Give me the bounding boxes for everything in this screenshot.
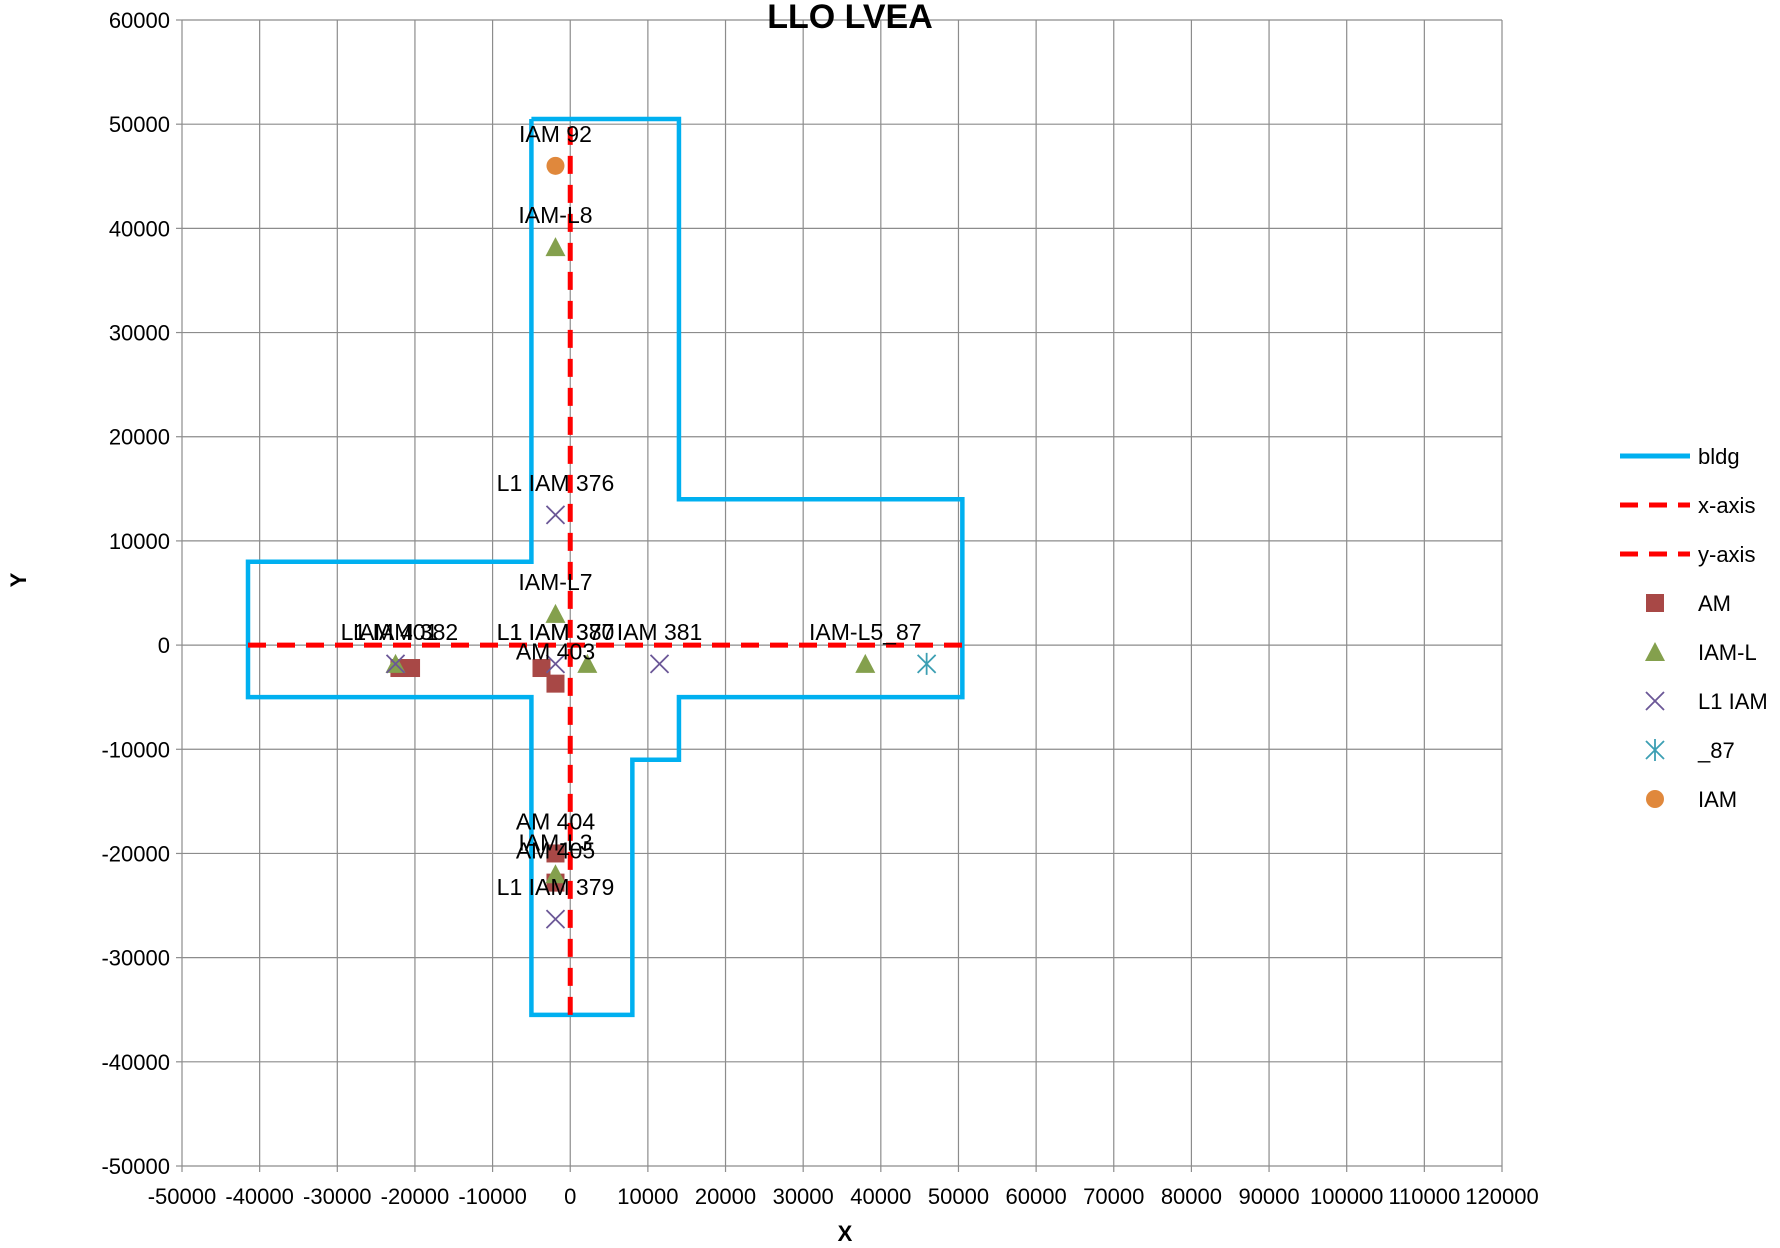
plot-series (245, 116, 965, 1018)
x-tick-label: -30000 (303, 1184, 372, 1209)
data-point-l1-iam (545, 909, 566, 929)
x-tick-label: 120000 (1465, 1184, 1538, 1209)
y-tick-label: 20000 (109, 425, 170, 450)
y-tick-label: 40000 (109, 216, 170, 241)
data-point-iam-l (855, 653, 876, 673)
data-point-l1-iam (545, 654, 566, 674)
legend-item: AM (1646, 591, 1731, 616)
legend-label: y-axis (1698, 542, 1755, 567)
legend-label: _87 (1697, 738, 1735, 763)
data-label: IAM-L8 (518, 202, 592, 228)
x-tick-label: 0 (564, 1184, 576, 1209)
y-tick-label: 0 (158, 633, 170, 658)
data-point-l1-iam (649, 654, 670, 674)
data-label: IAM-L7 (518, 569, 592, 595)
data-label: L1 IAM 376 (497, 470, 615, 496)
y-tick-label: -50000 (101, 1154, 170, 1179)
x-tick-label: 40000 (850, 1184, 911, 1209)
series-line-bldg (245, 116, 965, 1018)
x-tick-label: -10000 (458, 1184, 527, 1209)
legend-label: IAM (1698, 787, 1737, 812)
data-label: L1 IAM 377 (497, 619, 615, 645)
legend-marker-swatch (1646, 594, 1664, 612)
y-tick-label: 50000 (109, 112, 170, 137)
x-tick-label: 50000 (928, 1184, 989, 1209)
data-point-iam-l (545, 603, 566, 623)
y-tick-label: -20000 (101, 841, 170, 866)
legend-marker-swatch (1646, 790, 1664, 808)
data-label: L1 IAM 379 (497, 874, 615, 900)
legend-marker-swatch (1645, 642, 1665, 661)
data-label: L1 IAM 382 (341, 619, 459, 645)
y-tick-label: 30000 (109, 321, 170, 346)
legend-label: bldg (1698, 444, 1740, 469)
x-tick-label: 80000 (1161, 1184, 1222, 1209)
data-point-iam-l (545, 237, 566, 257)
x-tick-label: 20000 (695, 1184, 756, 1209)
legend-item: y-axis (1620, 542, 1755, 567)
data-label: IAM 381 (617, 619, 703, 645)
legend-item: bldg (1620, 444, 1740, 469)
x-tick-label: 70000 (1083, 1184, 1144, 1209)
legend-item: _87 (1645, 738, 1735, 763)
y-tick-label: -10000 (101, 737, 170, 762)
legend-item: IAM-L (1645, 640, 1757, 665)
x-tick-label: -20000 (381, 1184, 450, 1209)
legend-label: IAM-L (1698, 640, 1757, 665)
chart-title: LLO LVEA (767, 0, 933, 36)
y-tick-label: -40000 (101, 1050, 170, 1075)
legend-marker-swatch (1645, 691, 1665, 711)
data-point-l1-iam (385, 654, 406, 674)
x-tick-label: 10000 (617, 1184, 678, 1209)
x-tick-label: 100000 (1310, 1184, 1383, 1209)
data-label: IAM 92 (519, 121, 592, 147)
data-label: AM 403 (516, 639, 595, 665)
legend-marker-swatch (1645, 739, 1665, 761)
tick-labels: -50000 -40000 -30000 -20000 -10000 0 10000 2000… (101, 8, 1538, 1209)
y-axis-label: Y (6, 572, 31, 587)
data-point-iam (546, 156, 565, 175)
legend-label: x-axis (1698, 493, 1755, 518)
x-tick-label: 90000 (1238, 1184, 1299, 1209)
data-label: IAM 401 (353, 619, 439, 645)
x-axis-label: X (838, 1221, 853, 1246)
y-tick-label: 60000 (109, 8, 170, 33)
data-point-iam-l (545, 864, 566, 884)
data-point-am (546, 844, 565, 863)
x-tick-label: 30000 (773, 1184, 834, 1209)
y-tick-label: -30000 (101, 946, 170, 971)
legend-label: L1 IAM (1698, 689, 1768, 714)
x-tick-label: -50000 (148, 1184, 217, 1209)
data-label: AM 405 (516, 838, 595, 864)
data-label: IAM-L5_87 (809, 619, 922, 645)
legend-label: AM (1698, 591, 1731, 616)
data-label: AM 404 (516, 808, 595, 834)
x-tick-label: 110000 (1388, 1184, 1460, 1209)
data-point-l1-iam (545, 505, 566, 525)
legend-item: x-axis (1620, 493, 1755, 518)
data-point-87 (916, 652, 937, 675)
legend: bldg x-axis y-axis AM IAM-L L1 IAM _87 IAM (1620, 444, 1768, 812)
x-tick-label: -40000 (225, 1184, 294, 1209)
x-tick-label: 60000 (1006, 1184, 1067, 1209)
y-tick-label: 10000 (109, 529, 170, 554)
legend-item: IAM (1646, 787, 1737, 812)
legend-item: L1 IAM (1645, 689, 1768, 714)
data-label: IAM-L3 (518, 829, 592, 855)
gridlines (176, 19, 1503, 1172)
data-label: L1 IAM 380 (497, 619, 615, 645)
data-point-iam-l (577, 653, 598, 673)
data-point-am (532, 659, 551, 678)
data-point-am (546, 674, 565, 693)
